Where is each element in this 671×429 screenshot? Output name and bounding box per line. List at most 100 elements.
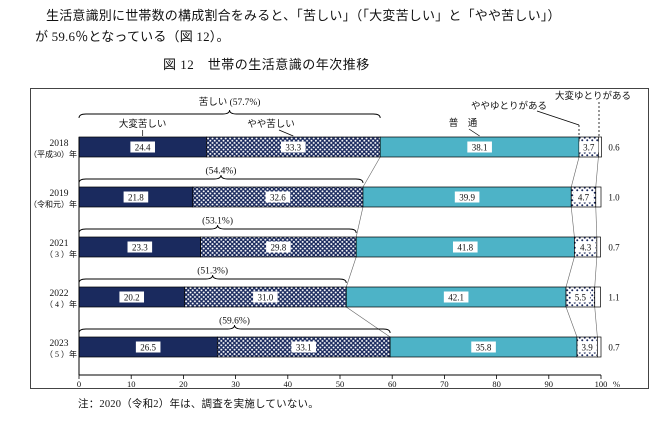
leader-line	[536, 110, 580, 126]
axis-tick-label: 90	[545, 379, 554, 388]
figure-title: 図 12 世帯の生活意識の年次推移	[163, 57, 370, 72]
bar-value-bg	[291, 341, 317, 353]
intro-text-line2: が 59.6％となっている（図 12）。	[35, 29, 230, 44]
segment-connector-line	[346, 306, 391, 338]
chart-svg: 24.4 33.3 38.1 3.7 0.6 21.8 32.6 39.9 4.7 1.0 23.3…	[31, 90, 631, 388]
bar-value-bg	[467, 141, 492, 153]
segment-connector-line	[595, 156, 599, 188]
kurushii-brace	[78, 174, 364, 184]
bar-value-label: 20.2	[124, 293, 140, 303]
intro-paragraph: 生活意識別に世帯数の構成割合をみると、「苦しい」（「大変苦しい」と「やや苦しい」…	[35, 5, 650, 47]
bar-value-label: 4.3	[580, 243, 592, 253]
bar-value-bg	[573, 191, 594, 203]
axis-tick-label: 30	[231, 379, 240, 388]
bar-value-label: 4.7	[578, 193, 590, 203]
segment-connector-line	[595, 206, 598, 238]
bar-value-label: 21.8	[128, 193, 144, 203]
series-label-taihen-yutori: 大変ゆとりがある	[555, 90, 631, 102]
year-label: 2022	[50, 289, 69, 299]
bar-value-label: 5.5	[575, 293, 587, 303]
bar-value-label: 41.8	[457, 243, 473, 253]
kurushii-total-label: (51.3%)	[197, 266, 228, 277]
axis-tick-label: 40	[284, 379, 293, 388]
segment-connector-line	[565, 306, 578, 338]
bar-value-label: 23.3	[132, 243, 148, 253]
bar-value-bg	[579, 141, 599, 153]
year-era-label: （ 3 ）年	[45, 249, 77, 259]
bar-value-label: 0.7	[608, 243, 620, 253]
bar-value-label: 26.5	[140, 343, 156, 353]
chart-panel: 24.4 33.3 38.1 3.7 0.6 21.8 32.6 39.9 4.7 1.0 23.3…	[30, 88, 649, 389]
bar-value-label: 33.1	[296, 343, 312, 353]
axis-tick-label: 60	[388, 379, 397, 388]
year-label: 2018	[50, 139, 69, 149]
year-label: 2021	[50, 239, 69, 249]
footnote: 注：2020（令和2）年は、調査を実施していない。	[78, 399, 319, 410]
segment-connector-line	[594, 306, 598, 338]
bar-value-label: 31.0	[257, 293, 273, 303]
leader-line	[278, 129, 294, 137]
bar-segment	[594, 286, 601, 308]
series-label-taihen-kurushii: 大変苦しい	[119, 118, 167, 130]
segment-connector-line	[345, 256, 357, 288]
year-label: 2023	[50, 339, 69, 349]
bar-segment	[596, 236, 601, 258]
bar-value-label: 0.6	[608, 143, 620, 153]
series-label-yaya-yutori: ややゆとりがある	[471, 100, 547, 112]
bar-value-bg	[266, 241, 291, 253]
bar-value-label: 3.9	[582, 343, 594, 353]
bar-value-bg	[127, 241, 153, 253]
axis-tick-label: 50	[336, 379, 345, 388]
bar-value-bg	[119, 291, 145, 303]
bar-value-bg	[576, 241, 596, 253]
year-label: 2019	[50, 189, 69, 199]
axis-tick-label: 70	[440, 379, 449, 388]
year-era-label: （ 5 ）年	[45, 349, 77, 359]
leader-line	[468, 128, 480, 137]
series-label-yaya-kurushii: やや苦しい	[247, 118, 295, 130]
bar-value-bg	[135, 341, 161, 353]
bar-value-bg	[471, 341, 496, 353]
bar-value-label: 32.6	[270, 193, 286, 203]
series-label-futsuu: 普 通	[449, 117, 478, 129]
bar-value-label: 3.7	[583, 143, 595, 153]
segment-connector-line	[570, 206, 575, 238]
kurushii-total-label: (53.1%)	[202, 216, 233, 227]
segment-connector-line	[570, 156, 580, 188]
bar-value-bg	[570, 291, 590, 303]
kurushii-total-label: 苦しい (57.7%)	[199, 96, 261, 108]
axis-tick-label: 10	[127, 379, 136, 388]
segment-connector-line	[565, 256, 575, 288]
bar-value-bg	[130, 141, 155, 153]
bar-value-bg	[265, 191, 291, 203]
bar-value-bg	[253, 291, 278, 303]
kurushii-total-label: (59.6%)	[219, 316, 250, 327]
bar-value-bg	[454, 191, 480, 203]
axis-tick-label: 100	[595, 379, 608, 388]
segment-connector-line	[362, 156, 381, 188]
bar-value-label: 39.9	[459, 193, 475, 203]
bar-segment	[595, 186, 602, 208]
bar-value-label: 42.1	[448, 293, 464, 303]
year-era-label: （平成30）年	[31, 149, 77, 159]
bar-value-bg	[123, 191, 149, 203]
bar-segment	[598, 136, 602, 158]
bar-value-label: 0.7	[608, 343, 620, 353]
axis-tick-label: 20	[179, 379, 188, 388]
kurushii-brace	[78, 274, 347, 284]
axis-tick-label: 0	[77, 379, 81, 388]
bar-value-bg	[280, 141, 306, 153]
bar-value-label: 33.3	[285, 143, 301, 153]
bar-value-bg	[452, 241, 478, 253]
segment-connector-line	[355, 206, 364, 238]
bar-value-label: 35.8	[476, 343, 492, 353]
year-era-label: （ 4 ）年	[45, 299, 77, 309]
axis-tick-label: 80	[492, 379, 501, 388]
kurushii-total-label: (54.4%)	[206, 166, 237, 177]
bar-value-bg	[577, 341, 597, 353]
year-era-label: （令和元）年	[31, 199, 77, 209]
bar-value-label: 38.1	[472, 143, 488, 153]
kurushii-brace	[78, 224, 357, 234]
axis-unit-label: %	[613, 379, 620, 388]
